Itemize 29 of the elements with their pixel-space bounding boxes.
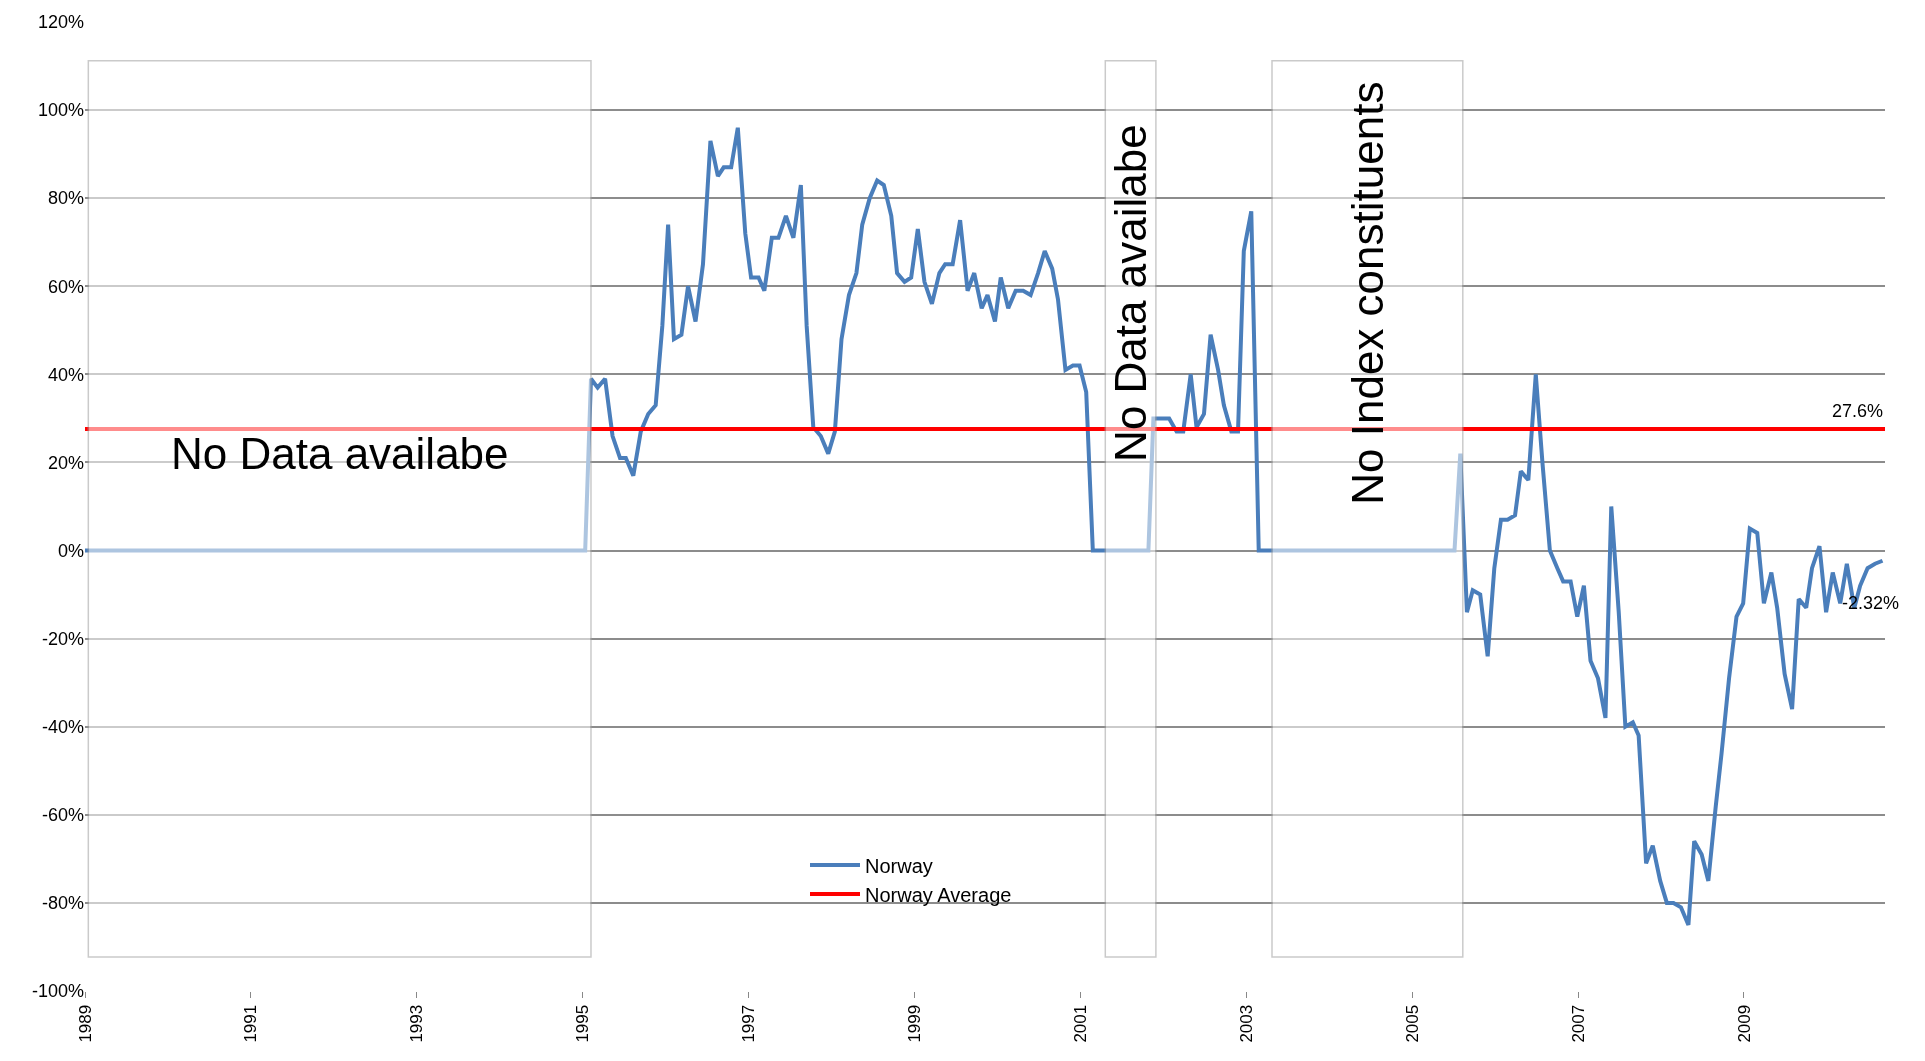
legend-label: Norway Average — [865, 883, 1012, 906]
band-label: No Index constituents — [1343, 81, 1393, 505]
x-tick-label: 2003 — [1236, 1004, 1256, 1043]
x-tick-label: 2005 — [1402, 1004, 1422, 1043]
y-tick-label: 0% — [57, 540, 84, 561]
legend-label: Norway — [865, 854, 933, 877]
x-tick-label: 1997 — [739, 1004, 759, 1043]
y-tick-label: -20% — [41, 628, 84, 649]
x-tick-label: 2007 — [1568, 1004, 1588, 1043]
y-tick-label: 100% — [37, 100, 84, 121]
y-tick-label: -100% — [31, 981, 84, 1002]
x-tick-label: 2009 — [1734, 1004, 1754, 1043]
y-tick-label: 60% — [47, 276, 84, 297]
band-label: No Data availabe — [171, 429, 509, 478]
x-tick-label: 1991 — [241, 1004, 261, 1043]
y-tick-label: -60% — [41, 805, 84, 826]
y-tick-label: 20% — [47, 452, 84, 473]
y-tick-label: 80% — [47, 188, 84, 209]
y-tick-label: 120% — [37, 12, 84, 33]
x-tick-label: 1995 — [573, 1004, 593, 1043]
band-label: No Data availabe — [1106, 124, 1156, 462]
y-tick-label: 40% — [47, 364, 84, 385]
x-tick-label: 2001 — [1070, 1004, 1090, 1043]
x-tick-label: 1989 — [75, 1004, 95, 1043]
x-tick-label: 1993 — [407, 1004, 427, 1043]
annotation: 27.6% — [1832, 401, 1884, 421]
y-tick-label: -80% — [41, 893, 84, 914]
y-tick-label: -40% — [41, 717, 84, 738]
x-tick-label: 1999 — [905, 1004, 925, 1043]
